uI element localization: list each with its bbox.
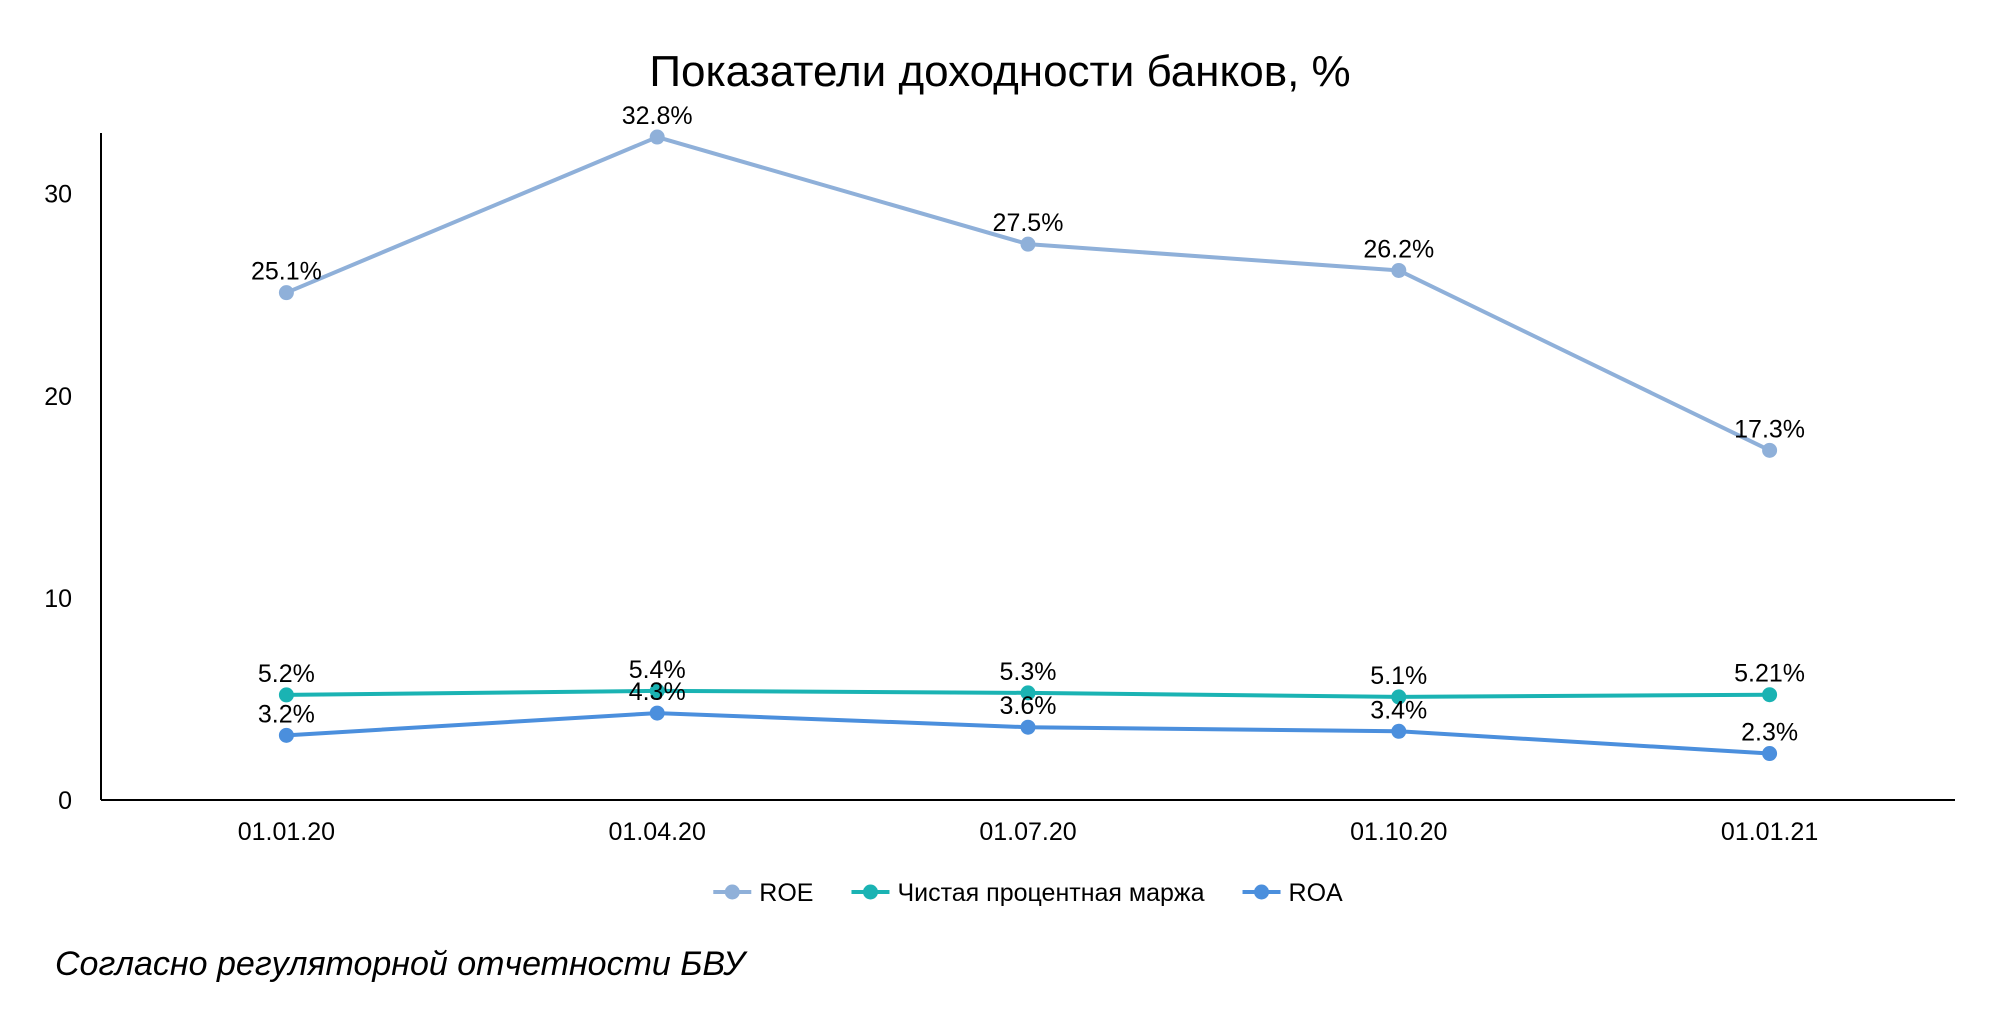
data-label: 5.3% [1000, 658, 1057, 686]
data-label: 26.2% [1363, 235, 1434, 263]
data-point [1020, 719, 1036, 735]
data-label: 27.5% [993, 209, 1064, 237]
data-point [1020, 236, 1036, 252]
x-tick-label: 01.10.20 [1350, 818, 1447, 846]
data-label: 3.6% [1000, 692, 1057, 720]
data-label: 5.1% [1370, 662, 1427, 690]
data-label: 4.3% [629, 678, 686, 706]
data-point [1391, 262, 1407, 278]
data-label: 17.3% [1734, 415, 1805, 443]
y-tick-label: 10 [44, 585, 72, 613]
x-axis-ticks: 01.01.20 01.04.20 01.07.20 01.10.20 01.01.21 [238, 818, 1819, 846]
data-point [1762, 746, 1778, 762]
data-point [1762, 442, 1778, 458]
legend: ROE Чистая процентная маржа ROA [713, 879, 1343, 907]
data-label: 3.2% [258, 700, 315, 728]
data-point [278, 285, 294, 301]
legend-label: ROE [759, 879, 813, 907]
x-tick-label: 01.04.20 [609, 818, 706, 846]
y-tick-label: 30 [44, 181, 72, 209]
data-point [278, 687, 294, 703]
data-label: 3.4% [1370, 696, 1427, 724]
series-layer [278, 129, 1778, 762]
data-point [649, 129, 665, 145]
data-label: 25.1% [251, 258, 322, 286]
data-point [649, 683, 665, 699]
legend-item: ROE [713, 879, 813, 907]
y-tick-label: 20 [44, 383, 72, 411]
data-point [649, 705, 665, 721]
series-line [284, 135, 1772, 453]
legend-swatch-marker [1254, 884, 1270, 900]
data-label: 5.2% [258, 660, 315, 688]
data-label: 32.8% [622, 102, 693, 130]
legend-label: ROA [1289, 879, 1344, 907]
legend-swatch-marker [862, 884, 878, 900]
data-point [1762, 687, 1778, 703]
y-axis-ticks: 0 10 20 30 [44, 181, 72, 815]
legend-swatch-marker [724, 884, 740, 900]
data-label: 5.21% [1734, 660, 1805, 688]
footnote: Согласно регуляторной отчетности БВУ [55, 945, 745, 983]
x-tick-label: 01.01.20 [238, 818, 335, 846]
legend-item: ROA [1242, 879, 1344, 907]
data-point [278, 727, 294, 743]
data-labels: 25.1% 32.8% 27.5% 26.2% 17.3% 5.2% 5.4% 5.3% 5.1… [251, 102, 1805, 746]
legend-item: Чистая процентная маржа [851, 879, 1205, 907]
x-tick-label: 01.07.20 [979, 818, 1076, 846]
data-label: 5.4% [629, 656, 686, 684]
data-point [1391, 723, 1407, 739]
data-label: 2.3% [1741, 719, 1798, 747]
chart-title: Показатели доходности банков, % [649, 47, 1350, 96]
legend-label: Чистая процентная маржа [897, 879, 1204, 907]
data-point [1391, 689, 1407, 705]
y-tick-label: 0 [58, 787, 72, 815]
x-tick-label: 01.01.21 [1721, 818, 1818, 846]
data-point [1020, 685, 1036, 701]
